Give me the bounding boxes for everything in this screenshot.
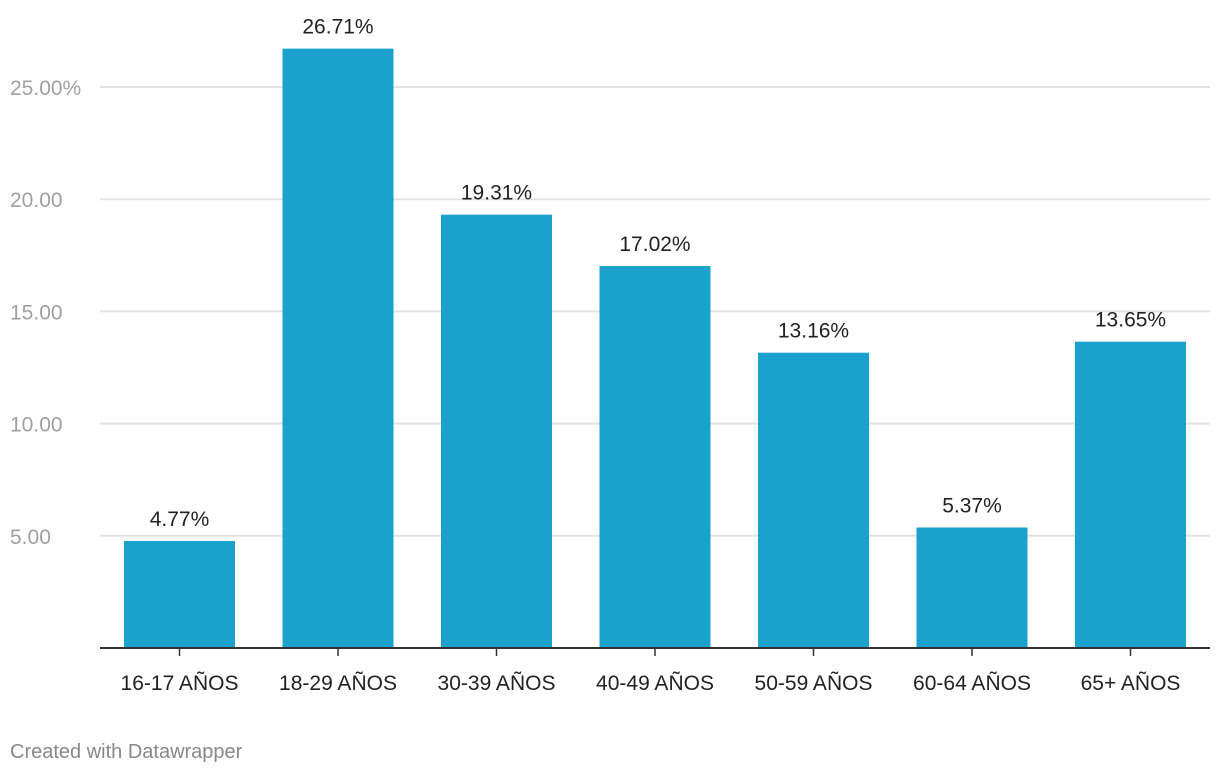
y-tick-label: 15.00: [10, 301, 63, 324]
bar-value-label: 13.16%: [778, 320, 849, 343]
bar-value-label: 26.71%: [302, 16, 373, 39]
x-tick-label: 65+ AÑOS: [1081, 671, 1181, 695]
x-tick-label: 30-39 AÑOS: [438, 671, 556, 695]
bar-value-label: 4.77%: [150, 508, 210, 531]
bar-value-label: 19.31%: [461, 182, 532, 205]
bar-value-label: 5.37%: [942, 494, 1002, 517]
x-tick-label: 18-29 AÑOS: [279, 671, 397, 695]
x-tick-label: 50-59 AÑOS: [755, 671, 873, 695]
bar-chart: 5.00 10.00 15.00 20.00 25.00% 4.77% 16-17 AÑOS…: [10, 16, 1210, 695]
x-tick-label: 40-49 AÑOS: [596, 671, 714, 695]
bar-value-label: 17.02%: [619, 233, 690, 256]
y-tick-label: 25.00%: [10, 77, 81, 100]
bar: [282, 48, 394, 648]
bar: [124, 540, 235, 648]
bar: [441, 214, 552, 648]
bar: [916, 527, 1028, 648]
credit-text: Created with Datawrapper: [10, 741, 243, 763]
bar-value-label: 13.65%: [1095, 309, 1166, 332]
bar: [758, 352, 869, 648]
y-tick-label: 20.00: [10, 189, 63, 212]
x-tick-label: 60-64 AÑOS: [913, 671, 1031, 695]
bar: [1075, 341, 1186, 648]
y-tick-label: 5.00: [10, 526, 51, 549]
x-tick-label: 16-17 AÑOS: [121, 671, 239, 695]
y-tick-label: 10.00: [10, 414, 63, 437]
bar: [599, 266, 711, 648]
